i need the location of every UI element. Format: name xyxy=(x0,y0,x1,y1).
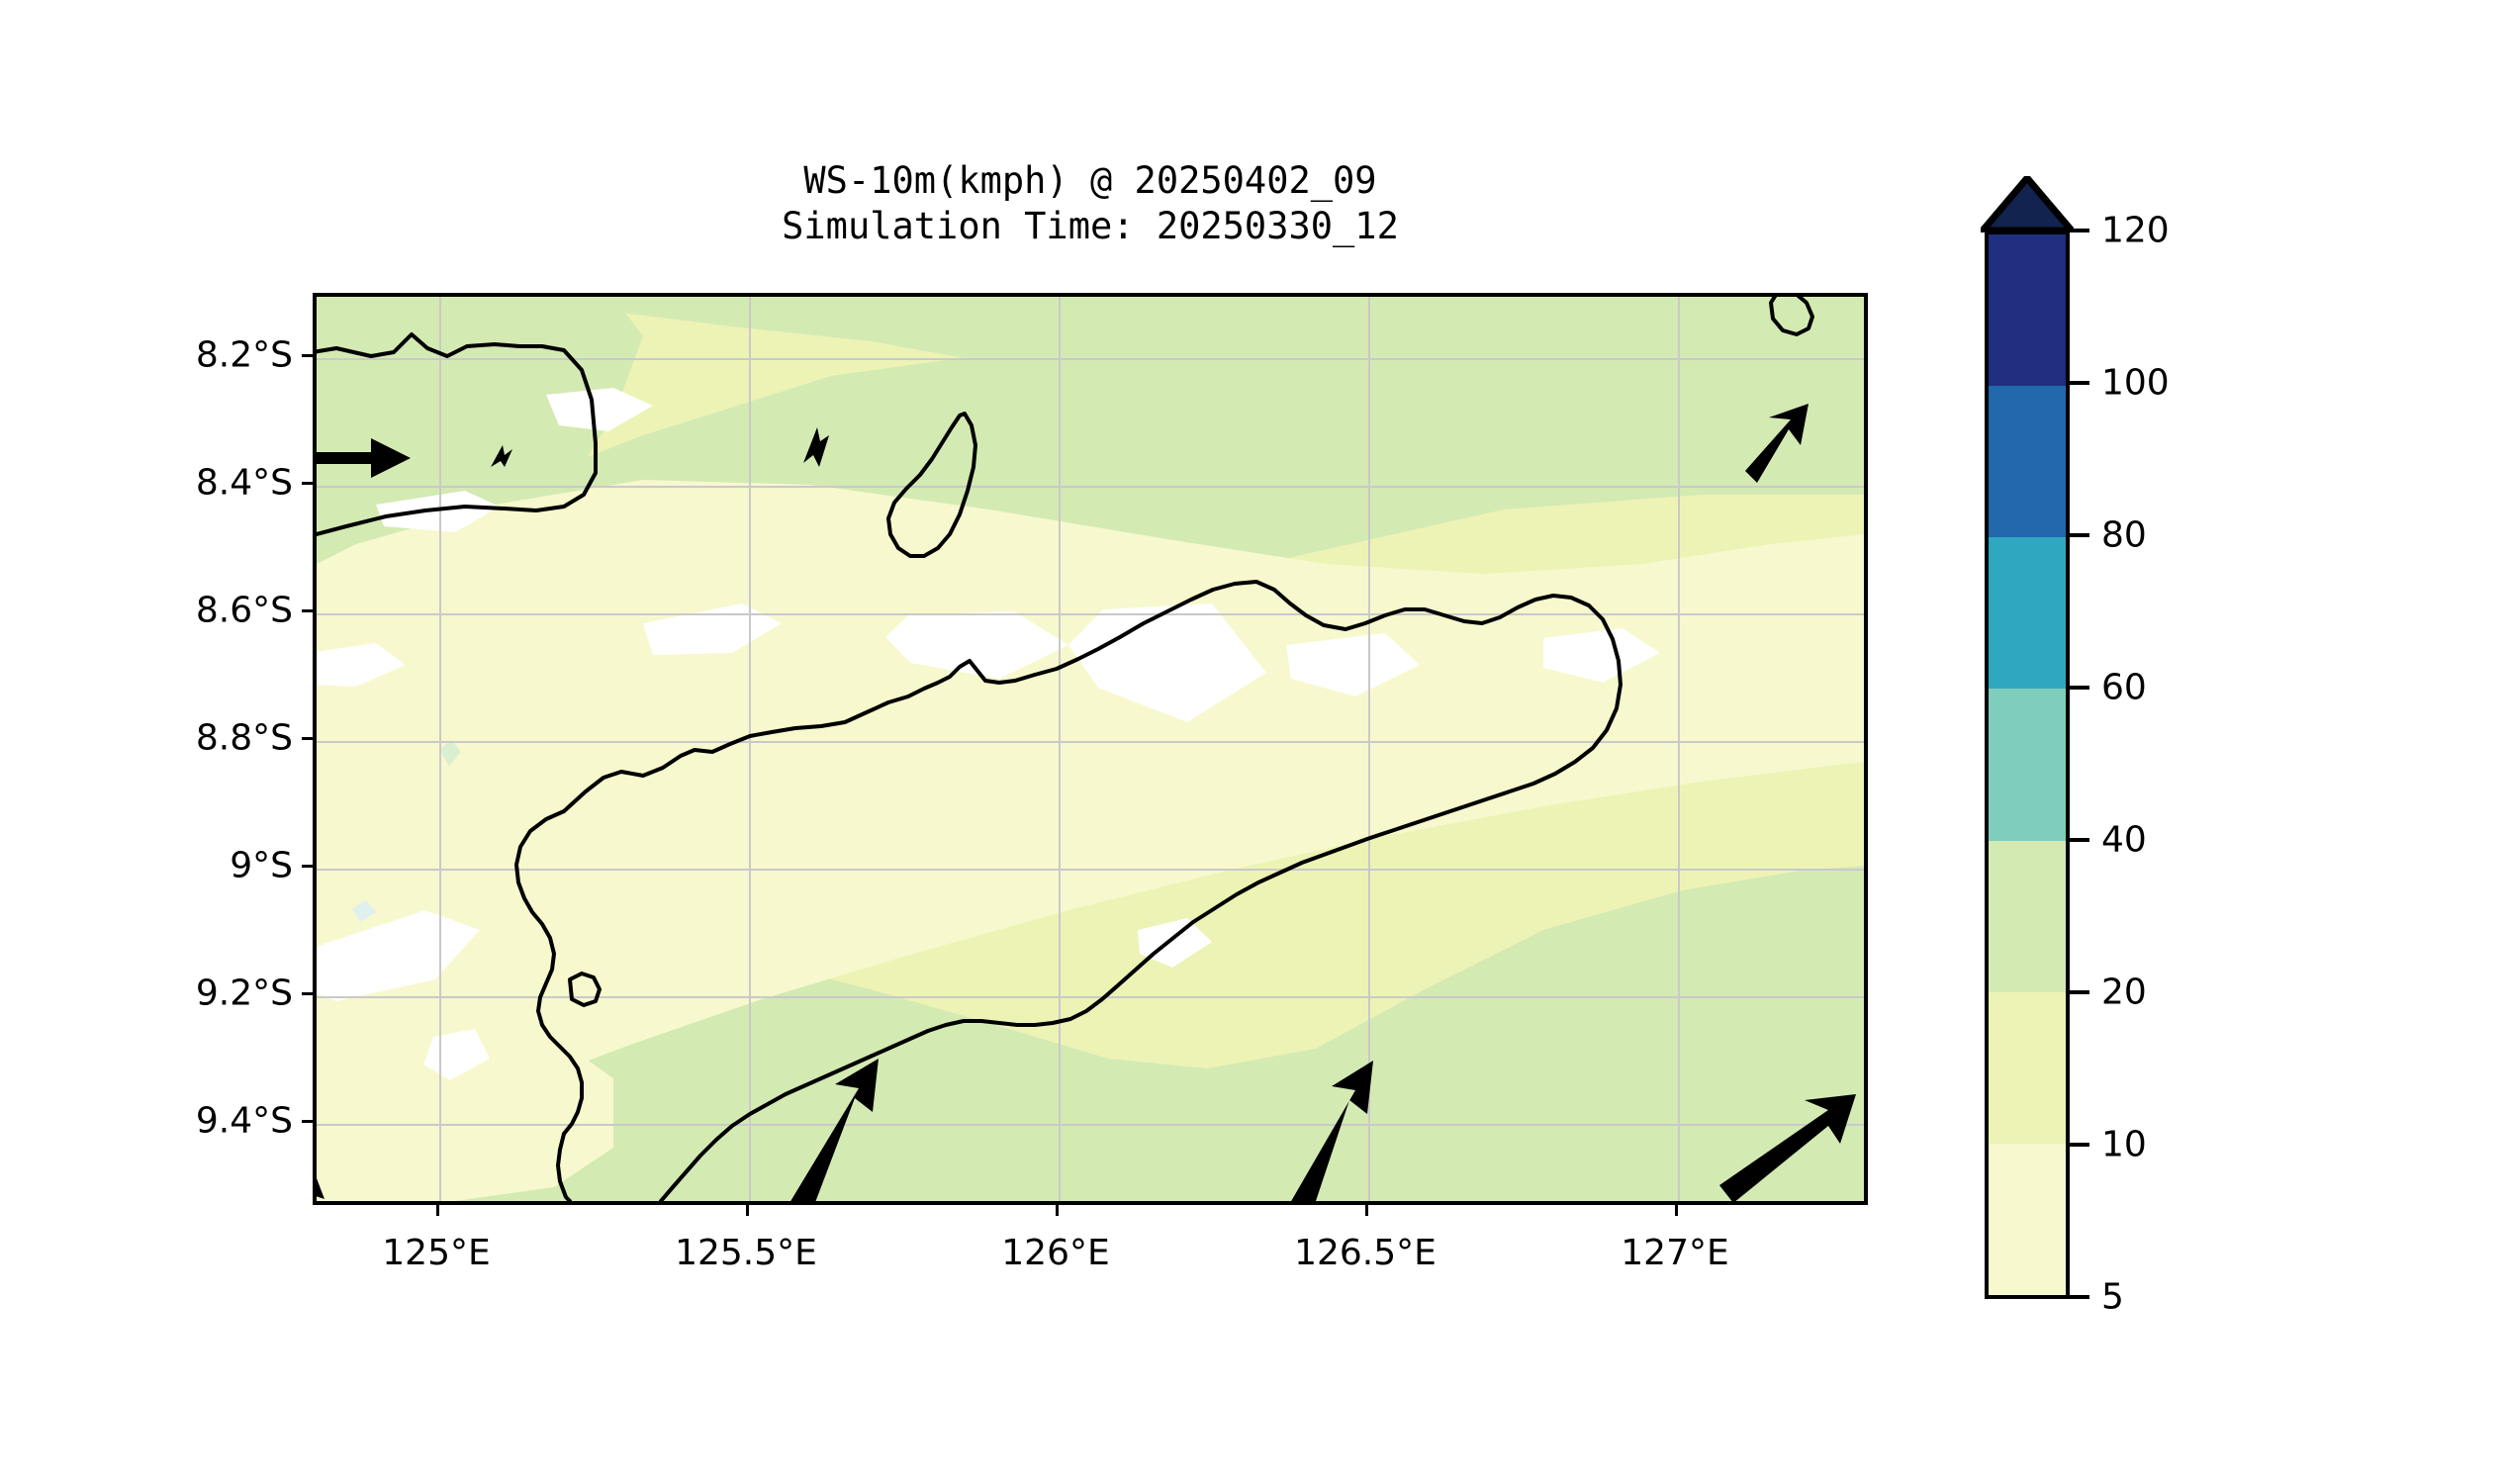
chart-title: WS-10m(kmph) @ 20250402_09 Simulation Ti… xyxy=(313,158,1868,250)
contour-below-5-a xyxy=(643,603,782,655)
xtick-label-125: 125°E xyxy=(382,1233,491,1273)
coastline-sw2 xyxy=(556,1132,572,1201)
ytick-label-9-2: 9.2°S xyxy=(195,973,293,1014)
cbar-label-40: 40 xyxy=(2101,819,2147,861)
xtick-mark xyxy=(1675,1205,1678,1216)
wind-arrow-3 xyxy=(803,427,829,467)
ytick-label-9-4: 9.4°S xyxy=(195,1100,293,1142)
cbar-tick-80 xyxy=(2070,533,2089,537)
coastline-north xyxy=(562,580,1623,813)
cbar-label-20: 20 xyxy=(2101,972,2147,1013)
coastline xyxy=(317,297,1814,1201)
cbar-tick-5 xyxy=(2070,1295,2089,1299)
contour-below-5-g xyxy=(376,491,500,532)
cbar-tick-100 xyxy=(2070,381,2089,385)
ytick-mark xyxy=(302,354,313,357)
wind-arrow-5 xyxy=(790,1059,879,1201)
contour-band-20-40-ne xyxy=(1207,297,1864,485)
xtick-label-125-5: 125.5°E xyxy=(675,1233,817,1273)
wind-arrow-8 xyxy=(317,1178,325,1201)
wind-arrow-2 xyxy=(491,445,512,467)
contour-below-5-f xyxy=(1543,628,1660,683)
ytick-label-9-0: 9°S xyxy=(230,845,293,886)
contour-below-5-h xyxy=(317,910,480,1001)
cbar-label-120: 120 xyxy=(2101,210,2170,251)
cbar-label-100: 100 xyxy=(2101,362,2170,404)
colorbar-body xyxy=(1985,231,2070,1299)
colorbar-extend-arrow xyxy=(1981,176,2074,232)
wind-arrow-4 xyxy=(1745,404,1808,483)
cbar-tick-40 xyxy=(2070,838,2089,842)
coastline-nw xyxy=(317,332,598,536)
xtick-mark xyxy=(436,1205,439,1216)
xtick-label-127: 127°E xyxy=(1621,1233,1729,1273)
contour-band-5-10-sw xyxy=(317,1009,613,1201)
title-line-1: WS-10m(kmph) @ 20250402_09 xyxy=(803,159,1377,202)
coastline-atauro xyxy=(886,412,977,558)
contour-below-5-k xyxy=(1138,918,1212,968)
contour-below-5-b xyxy=(546,388,653,431)
cbar-band-80-100 xyxy=(1989,386,2066,538)
contour-speck-a xyxy=(439,740,461,766)
cbar-label-60: 60 xyxy=(2101,667,2147,708)
wind-arrow-6 xyxy=(1291,1061,1373,1201)
ytick-label-8-4: 8.4°S xyxy=(195,462,293,504)
contour-band-20-40-south xyxy=(317,866,1864,1201)
ytick-mark xyxy=(302,1120,313,1123)
xtick-label-126: 126°E xyxy=(1001,1233,1110,1273)
cbar-label-10: 10 xyxy=(2101,1124,2147,1165)
xtick-mark xyxy=(746,1205,749,1216)
cbar-tick-20 xyxy=(2070,990,2089,994)
coastline-sw xyxy=(514,809,584,1136)
ytick-label-8-8: 8.8°S xyxy=(195,717,293,759)
xtick-label-126-5: 126.5°E xyxy=(1294,1233,1437,1273)
coastline-top-right-bit xyxy=(1769,297,1814,336)
ytick-mark xyxy=(302,609,313,612)
ytick-mark xyxy=(302,482,313,485)
cbar-band-60-80 xyxy=(1989,537,2066,690)
contour-speck-b xyxy=(352,900,376,922)
contour-band-20-40-south2 xyxy=(732,1078,1207,1201)
xtick-mark xyxy=(1365,1205,1368,1216)
map-clip xyxy=(317,297,1864,1201)
cbar-band-100-120 xyxy=(1989,234,2066,387)
colorbar[interactable]: 120 100 80 60 40 20 10 5 xyxy=(1981,176,2170,1321)
wind-arrow-7 xyxy=(1719,1094,1856,1201)
contour-below-5-c xyxy=(885,611,1068,679)
ytick-mark xyxy=(302,992,313,995)
cbar-label-5: 5 xyxy=(2101,1276,2124,1318)
wind-vectors xyxy=(317,404,1856,1201)
title-line-2: Simulation Time: 20250330_12 xyxy=(782,205,1399,248)
cbar-tick-120 xyxy=(2070,229,2089,232)
cbar-band-5-10 xyxy=(1989,1143,2066,1295)
contour-below-5-j xyxy=(317,643,406,687)
cbar-tick-60 xyxy=(2070,686,2089,690)
contour-band-5-10-ne xyxy=(1435,592,1864,732)
coastline-bay-sw xyxy=(568,972,602,1007)
ytick-label-8-2: 8.2°S xyxy=(195,334,293,376)
map-plot-area[interactable] xyxy=(313,293,1868,1205)
cbar-band-10-20 xyxy=(1989,991,2066,1144)
cbar-label-80: 80 xyxy=(2101,514,2147,556)
cbar-band-40-60 xyxy=(1989,689,2066,841)
contour-band-5-10-island2 xyxy=(317,663,1864,1201)
contour-below-5-e xyxy=(1286,633,1420,696)
wind-arrow-1 xyxy=(317,438,411,478)
cbar-tick-10 xyxy=(2070,1143,2089,1147)
coastline-east-tip xyxy=(659,683,1623,1201)
ytick-label-8-6: 8.6°S xyxy=(195,590,293,631)
cbar-band-20-40 xyxy=(1989,840,2066,992)
xtick-mark xyxy=(1056,1205,1059,1216)
contour-below-5-d xyxy=(1068,603,1266,722)
ytick-mark xyxy=(302,865,313,868)
map-canvas xyxy=(317,297,1864,1201)
map-gridlines xyxy=(317,297,1864,1201)
ytick-mark xyxy=(302,737,313,740)
